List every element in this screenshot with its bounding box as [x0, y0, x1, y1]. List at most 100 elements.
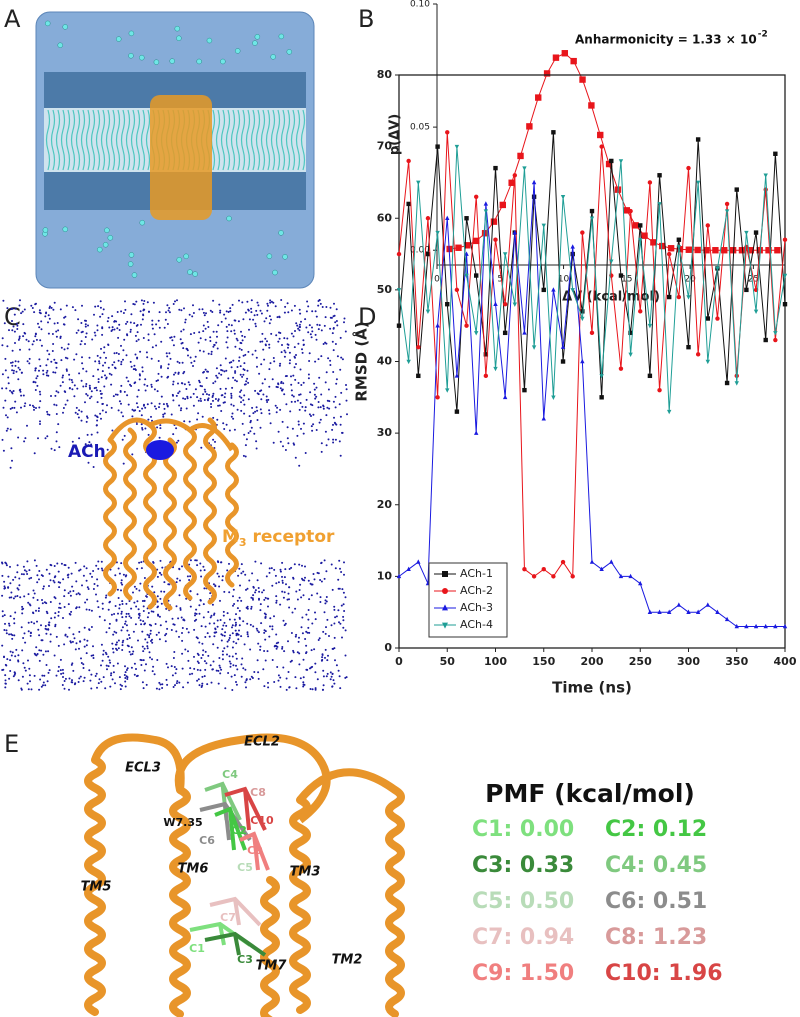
- marker: [580, 358, 585, 364]
- marker: [522, 387, 527, 393]
- ligand-dot: [121, 583, 124, 586]
- ligand-dot: [228, 637, 231, 639]
- ligand-dot: [1, 594, 4, 597]
- ligand-dot: [67, 343, 70, 346]
- marker: [454, 144, 460, 150]
- ligand-dot: [159, 572, 162, 574]
- ligand-dot: [318, 376, 321, 379]
- ligand-dot: [187, 354, 189, 357]
- ligand-dot: [208, 622, 211, 625]
- ligand-dot: [86, 416, 89, 419]
- ligand-dot: [282, 619, 285, 622]
- ligand-dot: [305, 644, 308, 647]
- ligand-dot: [302, 685, 305, 688]
- ligand-dot: [99, 315, 102, 318]
- ligand-dot: [68, 626, 71, 629]
- lipid-tail: [120, 109, 126, 171]
- ligand-dot: [226, 569, 229, 572]
- ligand-dot: [230, 366, 233, 369]
- ligand-dot: [232, 404, 235, 407]
- ligand-dot: [53, 576, 56, 579]
- ligand-dot: [324, 632, 327, 635]
- marker: [782, 302, 788, 307]
- ligand-dot: [139, 310, 142, 313]
- ligand-dot: [241, 375, 244, 378]
- ligand-dot: [15, 411, 18, 414]
- ligand-dot: [146, 301, 149, 304]
- ligand-dot: [243, 383, 246, 386]
- ligand-dot: [9, 466, 12, 469]
- ligand-dot: [254, 410, 257, 413]
- ligand-dot: [298, 663, 301, 666]
- ligand-dot: [156, 575, 159, 578]
- marker: [570, 251, 575, 257]
- ligand-dot: [204, 668, 207, 671]
- ligand-dot: [40, 624, 42, 627]
- ligand-dot: [217, 669, 220, 672]
- ligand-dot: [21, 310, 24, 313]
- ligand-dot: [337, 669, 340, 672]
- ligand-dot: [33, 311, 36, 314]
- ligand-dot: [125, 624, 128, 627]
- ligand-dot: [235, 681, 237, 683]
- ligand-dot: [79, 568, 82, 571]
- ligand-dot: [330, 563, 333, 566]
- ligand-dot: [39, 400, 42, 403]
- ligand-dot: [335, 378, 338, 381]
- ligand-dot: [207, 654, 210, 657]
- ligand-dot: [321, 658, 324, 661]
- marker: [474, 194, 479, 199]
- marker: [483, 352, 489, 357]
- ligand-dot: [218, 575, 220, 578]
- ligand-dot: [328, 407, 331, 410]
- ligand-dot: [283, 337, 286, 340]
- ligand-dot: [31, 404, 34, 407]
- ligand-dot: [236, 607, 239, 610]
- ligand-dot: [105, 653, 108, 656]
- ligand-dot: [332, 400, 335, 403]
- ligand-dot: [118, 676, 121, 679]
- ligand-dot: [218, 303, 221, 306]
- ligand-dot: [74, 648, 77, 651]
- ligand-dot: [89, 572, 92, 575]
- y-tick-label: 50: [377, 283, 393, 296]
- ligand-dot: [71, 440, 74, 443]
- ligand-dot: [5, 387, 8, 390]
- ligand-dot: [53, 403, 56, 406]
- ligand-dot: [198, 612, 201, 615]
- ligand-dot: [240, 572, 243, 575]
- ligand-dot: [298, 329, 301, 332]
- ligand-dot: [298, 464, 301, 467]
- ligand-dot: [68, 677, 71, 680]
- ligand-dot: [340, 356, 343, 359]
- ligand-dot: [4, 682, 7, 685]
- ligand-dot: [210, 681, 213, 684]
- ligand-dot: [315, 395, 318, 398]
- ligand-dot: [80, 419, 83, 422]
- ligand-dot: [268, 315, 271, 318]
- receptor-label-suffix: receptor: [247, 527, 335, 547]
- ligand-dot: [28, 577, 31, 580]
- ligand-dot: [118, 603, 121, 606]
- ligand-dot: [130, 607, 133, 610]
- ligand-dot: [282, 382, 285, 385]
- ligand-dot: [112, 651, 115, 654]
- ligand-dot: [183, 307, 185, 310]
- structure-label: C9: [247, 844, 263, 857]
- ligand-dot: [223, 634, 226, 637]
- ligand-dot: [189, 559, 192, 562]
- ligand-dot: [247, 432, 250, 434]
- ligand-dot: [120, 310, 123, 313]
- ligand-dot: [345, 399, 348, 402]
- ligand-dot: [139, 350, 142, 353]
- ligand-dot: [14, 611, 17, 614]
- ligand-dot: [329, 364, 332, 366]
- ligand-dot: [121, 616, 124, 619]
- ligand-dot: [308, 598, 311, 601]
- panel-label: C: [4, 303, 21, 331]
- ligand-dot: [254, 349, 257, 352]
- ion: [206, 37, 213, 44]
- ligand-dot: [312, 423, 315, 426]
- ligand-dot: [181, 652, 184, 655]
- ligand-dot: [19, 348, 21, 351]
